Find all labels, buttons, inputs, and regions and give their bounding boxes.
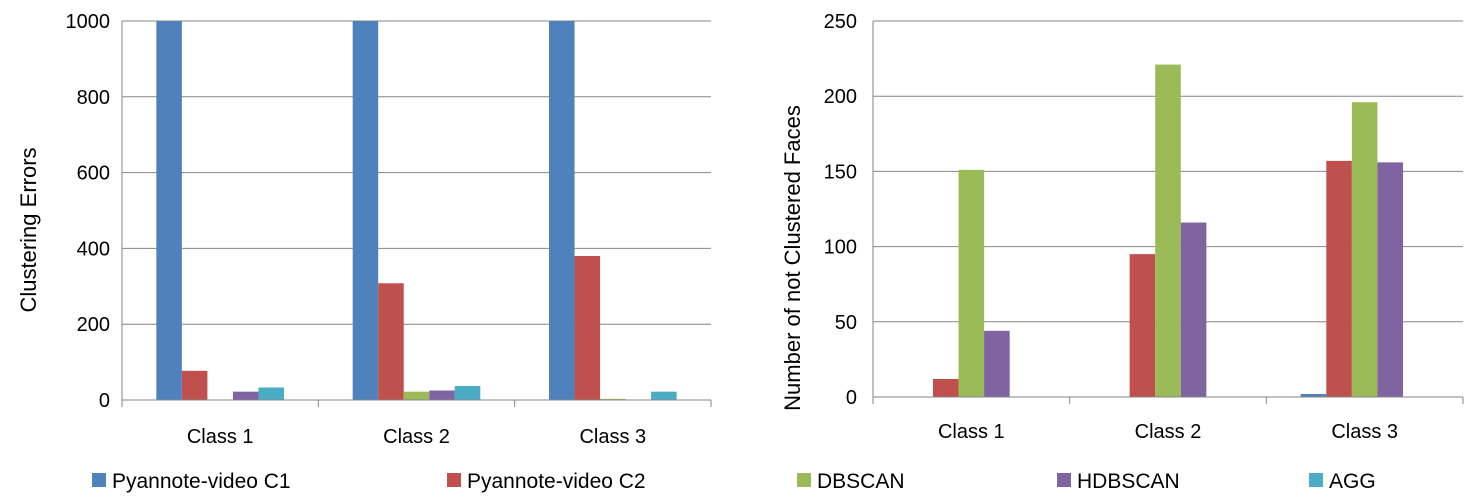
bar-pyannote-video-c2-class-1 — [932, 378, 959, 397]
legend-swatch — [1057, 473, 1071, 487]
bar-pyannote-video-c2-class-2 — [1129, 254, 1156, 397]
bar-agg-class-2 — [454, 385, 481, 400]
legend: Pyannote-video C1 Pyannote-video C2 DBSCAN… — [92, 470, 1376, 493]
x-tick-label: Class 2 — [1135, 421, 1202, 443]
x-tick-label: Class 1 — [938, 421, 1005, 443]
y-axis-title: Number of not Clustered Faces — [780, 105, 805, 411]
legend-label: Pyannote-video C1 — [112, 470, 291, 493]
bar-pyannote-video-c1-class-3 — [549, 21, 575, 400]
bar-pyannote-video-c2-class-2 — [378, 283, 404, 400]
y-tick-label: 0 — [846, 387, 857, 409]
bar-dbscan-class-3 — [1351, 102, 1378, 397]
chart-clustering-errors: Clustering Errors 0 200 400 600 800 1000 Class… — [16, 11, 712, 448]
legend-label: Pyannote-video C2 — [467, 470, 646, 493]
legend-swatch — [447, 473, 461, 487]
y-tick-label: 100 — [824, 237, 857, 259]
bar-hdbscan-class-2 — [429, 390, 455, 400]
bar-dbscan-class-2 — [1155, 64, 1181, 397]
y-axis-title: Clustering Errors — [16, 147, 41, 312]
legend-swatch — [797, 473, 811, 487]
y-tick-label: 250 — [824, 11, 857, 33]
bar-hdbscan-class-2 — [1180, 222, 1207, 397]
bar-hdbscan-class-3 — [1377, 162, 1404, 397]
legend-swatch — [1309, 473, 1323, 487]
bar-agg-class-3 — [651, 391, 677, 400]
bar-pyannote-video-c1-class-3 — [1300, 393, 1327, 397]
bar-pyannote-video-c2-class-3 — [1326, 160, 1352, 397]
x-tick-label: Class 3 — [1331, 421, 1398, 443]
y-tick-label: 0 — [99, 390, 110, 412]
y-tick-label: 1000 — [66, 11, 111, 33]
bar-pyannote-video-c2-class-1 — [181, 370, 208, 400]
bar-hdbscan-class-1 — [984, 330, 1010, 397]
bar-dbscan-class-2 — [403, 391, 430, 400]
y-tick-label: 600 — [77, 163, 110, 185]
x-tick-label: Class 2 — [383, 426, 450, 448]
bar-agg-class-1 — [258, 387, 284, 400]
y-tick-label: 800 — [77, 87, 110, 109]
bar-hdbscan-class-1 — [232, 391, 259, 400]
y-tick-label: 150 — [824, 161, 857, 183]
y-tick-label: 200 — [824, 86, 857, 108]
y-tick-label: 200 — [77, 314, 110, 336]
bar-pyannote-video-c1-class-2 — [352, 21, 379, 400]
bar-dbscan-class-3 — [600, 398, 626, 400]
bar-pyannote-video-c2-class-3 — [574, 255, 601, 400]
legend-swatch — [92, 473, 106, 487]
bar-dbscan-class-1 — [958, 169, 985, 397]
x-tick-label: Class 3 — [579, 426, 646, 448]
legend-label: DBSCAN — [817, 470, 905, 493]
y-tick-label: 50 — [835, 312, 857, 334]
y-tick-label: 400 — [77, 238, 110, 260]
legend-label: HDBSCAN — [1077, 470, 1180, 493]
chart-not-clustered-faces: Number of not Clustered Faces 0 50 100 150 2… — [780, 11, 1464, 443]
legend-label: AGG — [1329, 470, 1376, 493]
x-tick-label: Class 1 — [187, 426, 254, 448]
bar-pyannote-video-c1-class-1 — [156, 21, 182, 400]
